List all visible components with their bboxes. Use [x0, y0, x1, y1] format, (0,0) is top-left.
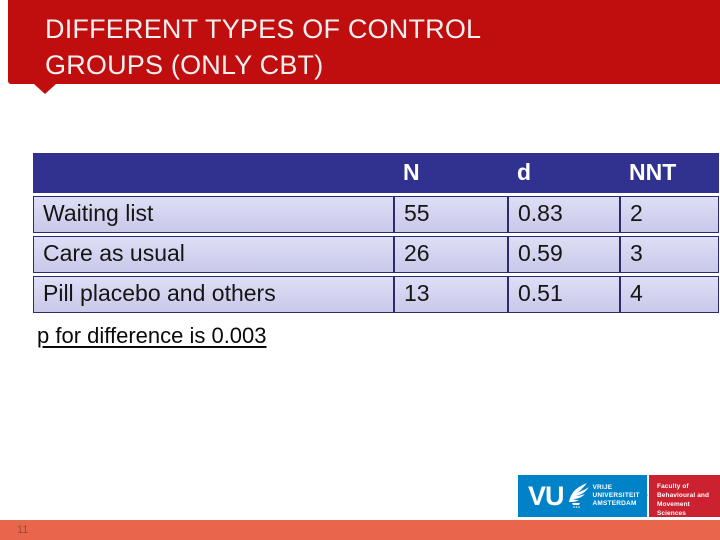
- vu-logo: VU VRIJE UNIVERSITEIT AMSTERDAM: [518, 475, 647, 517]
- footer-bar: [0, 520, 720, 540]
- cell-d: 0.59: [508, 236, 620, 273]
- banner-tail-pointer: [34, 84, 56, 94]
- cell-d: 0.51: [508, 276, 620, 313]
- table-row: Pill placebo and others 13 0.51 4: [33, 276, 719, 313]
- results-table: N d NNT Waiting list 55 0.83 2 Care as u…: [33, 150, 719, 316]
- row-label: Pill placebo and others: [33, 276, 394, 313]
- table-row: Care as usual 26 0.59 3: [33, 236, 719, 273]
- header-cell-nnt: NNT: [620, 153, 719, 193]
- cell-nnt: 3: [620, 236, 719, 273]
- header-cell-n: N: [394, 153, 508, 193]
- row-label: Waiting list: [33, 196, 394, 233]
- cell-d: 0.83: [508, 196, 620, 233]
- cell-n: 55: [394, 196, 508, 233]
- logo-arrow-icon: [643, 491, 648, 499]
- title-line-2: GROUPS (ONLY CBT): [45, 50, 324, 80]
- vu-university-name: VRIJE UNIVERSITEIT AMSTERDAM: [593, 484, 640, 508]
- vu-name-line: VRIJE: [592, 484, 613, 491]
- cell-n: 13: [394, 276, 508, 313]
- faculty-text: Faculty of Behavioural and Movement Scie…: [649, 475, 720, 518]
- slide-page-number: 11: [17, 524, 29, 536]
- page-title: DIFFERENT TYPES OF CONTROL GROUPS (ONLY …: [8, 0, 720, 83]
- faculty-label: Faculty of Behavioural and Movement Scie…: [649, 475, 720, 517]
- title-line-1: DIFFERENT TYPES OF CONTROL: [45, 14, 482, 44]
- griffin-icon: [568, 483, 589, 508]
- p-value-note: p for difference is 0.003: [37, 323, 267, 348]
- vu-name-line: AMSTERDAM: [592, 500, 637, 507]
- header-cell-empty: [33, 153, 394, 193]
- cell-nnt: 4: [620, 276, 719, 313]
- faculty-line: Behavioural and: [657, 492, 710, 499]
- title-banner: DIFFERENT TYPES OF CONTROL GROUPS (ONLY …: [8, 0, 720, 84]
- cell-nnt: 2: [620, 196, 719, 233]
- faculty-line: Movement Sciences: [657, 501, 690, 517]
- table-header-row: N d NNT: [33, 153, 719, 193]
- vu-logo-letters: VU: [528, 480, 565, 511]
- faculty-line: Faculty of: [657, 483, 689, 490]
- cell-n: 26: [394, 236, 508, 273]
- row-label: Care as usual: [33, 236, 394, 273]
- vu-name-line: UNIVERSITEIT: [592, 492, 640, 499]
- header-cell-d: d: [508, 153, 620, 193]
- table-row: Waiting list 55 0.83 2: [33, 196, 719, 233]
